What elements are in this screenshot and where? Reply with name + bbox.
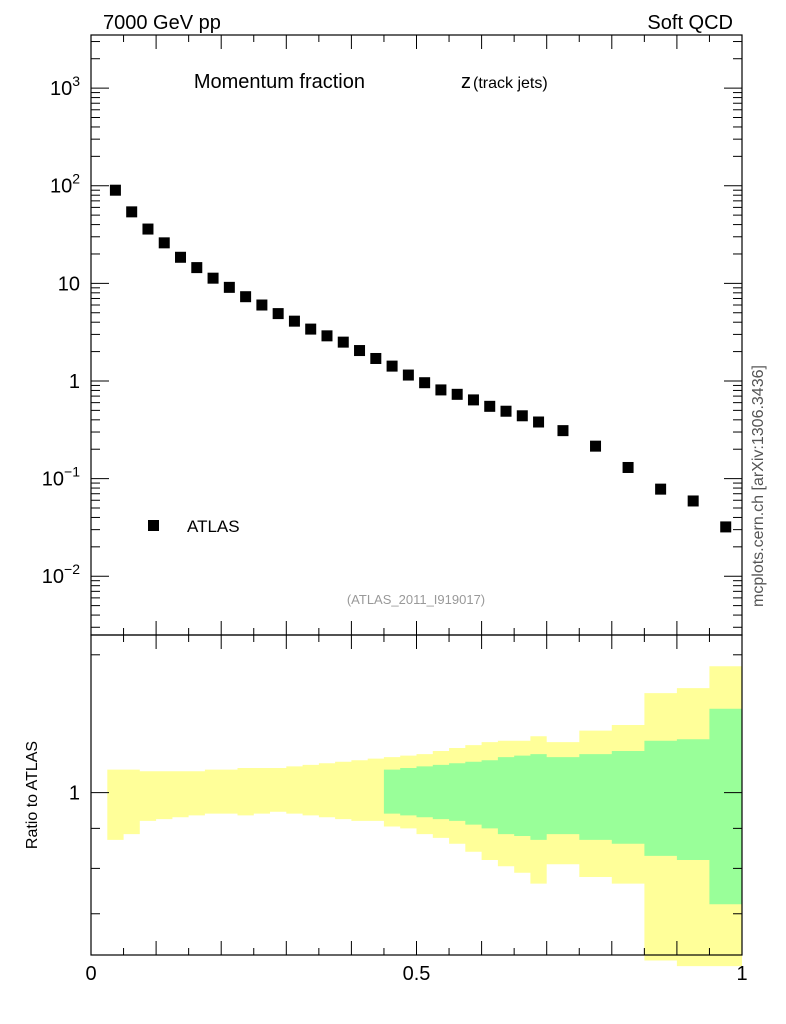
data-point — [484, 400, 496, 412]
y-tick-label: 10 — [58, 273, 80, 295]
data-point — [272, 308, 284, 320]
data-point — [158, 237, 170, 249]
data-point — [590, 440, 602, 452]
x-tick-label: 0.5 — [403, 963, 431, 985]
main-marks-layer — [109, 184, 732, 533]
data-point — [191, 262, 203, 274]
x-tick-label: 0 — [85, 963, 96, 985]
data-point — [223, 281, 235, 293]
ratio-frame — [90, 634, 743, 956]
energy-label: 7000 GeV pp — [103, 12, 221, 34]
data-point — [370, 352, 382, 364]
ratio-band-stat — [383, 708, 742, 905]
data-point — [321, 330, 333, 342]
data-point — [305, 323, 317, 335]
ratio-bands-layer — [107, 666, 743, 967]
main-title-subscript: (track jets) — [473, 75, 548, 92]
data-point — [500, 405, 512, 417]
data-point — [402, 369, 414, 381]
main-title: Momentum fraction — [194, 71, 365, 93]
data-point — [207, 272, 219, 284]
ratio-panel: 0 0.5 1 1 Ratio to ATLAS — [24, 634, 748, 985]
data-point — [386, 360, 398, 372]
data-point — [337, 336, 349, 348]
ratio-ylabel: Ratio to ATLAS — [24, 741, 41, 849]
y-tick-label: 1 — [69, 371, 80, 393]
data-point — [109, 184, 121, 196]
main-title-symbol: z — [461, 71, 471, 93]
legend-marker-atlas — [148, 520, 159, 531]
legend: ATLAS — [148, 517, 240, 536]
data-point — [419, 377, 431, 389]
data-point — [435, 384, 447, 396]
legend-label-atlas: ATLAS — [187, 517, 240, 536]
data-point — [354, 345, 366, 357]
data-point — [256, 299, 268, 311]
source-watermark: mcplots.cern.ch [arXiv:1306.3436] — [750, 365, 767, 607]
data-point — [655, 483, 667, 495]
data-point — [467, 394, 479, 406]
category-label: Soft QCD — [647, 12, 733, 34]
y-tick-label: 10−1 — [42, 464, 80, 491]
data-point — [175, 251, 187, 263]
data-point — [720, 521, 732, 533]
data-point — [687, 495, 699, 507]
data-point — [557, 425, 569, 437]
analysis-label: (ATLAS_2011_I919017) — [347, 592, 485, 607]
x-tick-label: 1 — [736, 963, 747, 985]
data-point — [142, 223, 154, 235]
data-point — [451, 388, 463, 400]
ratio-y-tick-label: 1 — [69, 783, 80, 805]
data-point — [533, 416, 545, 428]
data-point — [288, 315, 300, 327]
ratio-ticks-layer: 0 0.5 1 1 — [69, 635, 748, 985]
data-point — [516, 410, 528, 422]
data-point — [240, 291, 252, 303]
data-point — [622, 461, 634, 473]
data-point — [126, 206, 138, 218]
